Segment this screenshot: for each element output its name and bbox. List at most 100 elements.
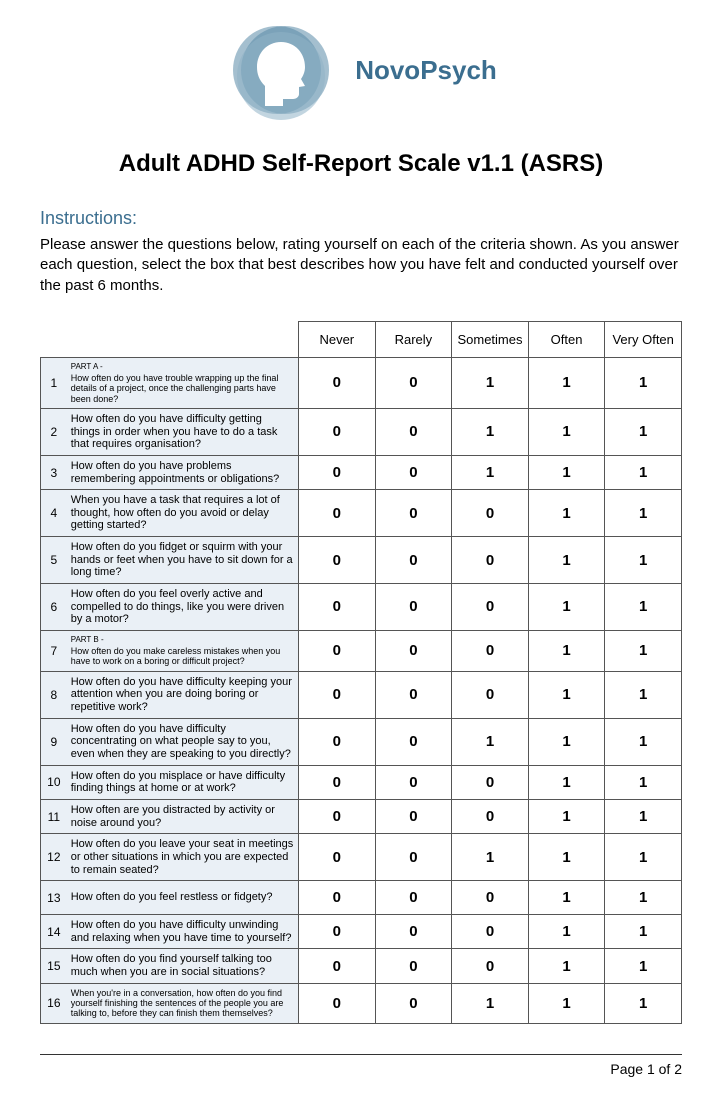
instructions-label: Instructions: <box>40 208 682 229</box>
row-number: 6 <box>41 584 67 631</box>
score-cell: 1 <box>528 881 605 915</box>
score-cell: 1 <box>528 408 605 455</box>
row-number: 14 <box>41 915 67 949</box>
question-cell: How often do you have problems rememberi… <box>67 455 299 489</box>
score-cell: 0 <box>452 881 529 915</box>
question-text: How often do you have difficulty getting… <box>71 413 294 451</box>
question-text: When you have a task that requires a lot… <box>71 494 294 532</box>
question-text: How often do you have difficulty concent… <box>71 723 294 761</box>
question-cell: How often do you have difficulty unwindi… <box>67 915 299 949</box>
table-row: 3How often do you have problems remember… <box>41 455 682 489</box>
blank-corner <box>41 321 299 357</box>
score-cell: 1 <box>605 881 682 915</box>
table-row: 2How often do you have difficulty gettin… <box>41 408 682 455</box>
question-text: When you're in a conversation, how often… <box>71 988 294 1019</box>
score-cell: 1 <box>605 915 682 949</box>
score-cell: 0 <box>299 584 376 631</box>
question-text: How often do you find yourself talking t… <box>71 953 294 978</box>
score-cell: 1 <box>605 357 682 408</box>
question-text: How often do you leave your seat in meet… <box>71 838 294 876</box>
row-number: 13 <box>41 881 67 915</box>
question-text: How often do you feel restless or fidget… <box>71 891 294 904</box>
logo-icon <box>225 20 335 120</box>
col-never: Never <box>299 321 376 357</box>
score-cell: 0 <box>452 765 529 799</box>
score-cell: 1 <box>605 408 682 455</box>
score-cell: 1 <box>452 718 529 765</box>
question-text: How often do you have difficulty keeping… <box>71 676 294 714</box>
score-cell: 0 <box>375 537 452 584</box>
table-row: 16When you're in a conversation, how oft… <box>41 983 682 1023</box>
score-cell: 0 <box>299 881 376 915</box>
score-cell: 0 <box>375 983 452 1023</box>
score-cell: 0 <box>299 799 376 833</box>
score-cell: 0 <box>299 630 376 671</box>
question-text: How often do you make careless mistakes … <box>71 646 294 667</box>
question-cell: How often do you leave your seat in meet… <box>67 834 299 881</box>
score-cell: 0 <box>299 983 376 1023</box>
table-row: 4When you have a task that requires a lo… <box>41 490 682 537</box>
table-row: 13 How often do you feel restless or fidg… <box>41 881 682 915</box>
score-cell: 1 <box>528 765 605 799</box>
row-number: 4 <box>41 490 67 537</box>
score-cell: 1 <box>452 983 529 1023</box>
score-cell: 1 <box>605 584 682 631</box>
score-cell: 0 <box>375 408 452 455</box>
row-number: 9 <box>41 718 67 765</box>
score-cell: 0 <box>299 671 376 718</box>
page-title: Adult ADHD Self-Report Scale v1.1 (ASRS) <box>40 150 682 178</box>
question-cell: How often are you distracted by activity… <box>67 799 299 833</box>
score-cell: 0 <box>452 630 529 671</box>
page-footer: Page 1 of 2 <box>40 1054 682 1077</box>
score-cell: 0 <box>299 834 376 881</box>
score-cell: 0 <box>299 357 376 408</box>
score-cell: 0 <box>375 357 452 408</box>
brand-name: NovoPsych <box>355 55 497 86</box>
table-header-row: Never Rarely Sometimes Often Very Often <box>41 321 682 357</box>
table-row: 8How often do you have difficulty keepin… <box>41 671 682 718</box>
score-cell: 0 <box>452 915 529 949</box>
row-number: 12 <box>41 834 67 881</box>
score-cell: 1 <box>528 983 605 1023</box>
asrs-table: Never Rarely Sometimes Often Very Often … <box>40 321 682 1024</box>
score-cell: 1 <box>605 834 682 881</box>
table-row: 6How often do you feel overly active and… <box>41 584 682 631</box>
score-cell: 1 <box>528 834 605 881</box>
row-number: 5 <box>41 537 67 584</box>
score-cell: 1 <box>528 630 605 671</box>
score-cell: 0 <box>299 915 376 949</box>
score-cell: 1 <box>452 834 529 881</box>
score-cell: 1 <box>605 490 682 537</box>
part-label: PART A - <box>71 362 294 371</box>
score-cell: 1 <box>528 949 605 983</box>
question-text: How often do you have problems rememberi… <box>71 460 294 485</box>
row-number: 11 <box>41 799 67 833</box>
score-cell: 1 <box>528 490 605 537</box>
table-row: 7PART B -How often do you make careless … <box>41 630 682 671</box>
score-cell: 1 <box>605 671 682 718</box>
score-cell: 1 <box>528 671 605 718</box>
score-cell: 0 <box>299 949 376 983</box>
part-label: PART B - <box>71 635 294 644</box>
row-number: 1 <box>41 357 67 408</box>
col-rarely: Rarely <box>375 321 452 357</box>
col-very-often: Very Often <box>605 321 682 357</box>
col-sometimes: Sometimes <box>452 321 529 357</box>
question-text: How often do you misplace or have diffic… <box>71 770 294 795</box>
score-cell: 1 <box>528 915 605 949</box>
table-row: 5How often do you fidget or squirm with … <box>41 537 682 584</box>
score-cell: 0 <box>375 949 452 983</box>
question-text: How often do you feel overly active and … <box>71 588 294 626</box>
score-cell: 1 <box>605 718 682 765</box>
table-row: 11How often are you distracted by activi… <box>41 799 682 833</box>
question-cell: How often do you have difficulty getting… <box>67 408 299 455</box>
question-cell: PART B - How often do you make careless m… <box>67 630 299 671</box>
row-number: 3 <box>41 455 67 489</box>
score-cell: 0 <box>375 455 452 489</box>
question-cell: How often do you find yourself talking t… <box>67 949 299 983</box>
question-text: How often do you have difficulty unwindi… <box>71 919 294 944</box>
question-cell: How often do you feel overly active and … <box>67 584 299 631</box>
instructions-text: Please answer the questions below, ratin… <box>40 235 682 296</box>
score-cell: 1 <box>605 455 682 489</box>
score-cell: 1 <box>452 408 529 455</box>
